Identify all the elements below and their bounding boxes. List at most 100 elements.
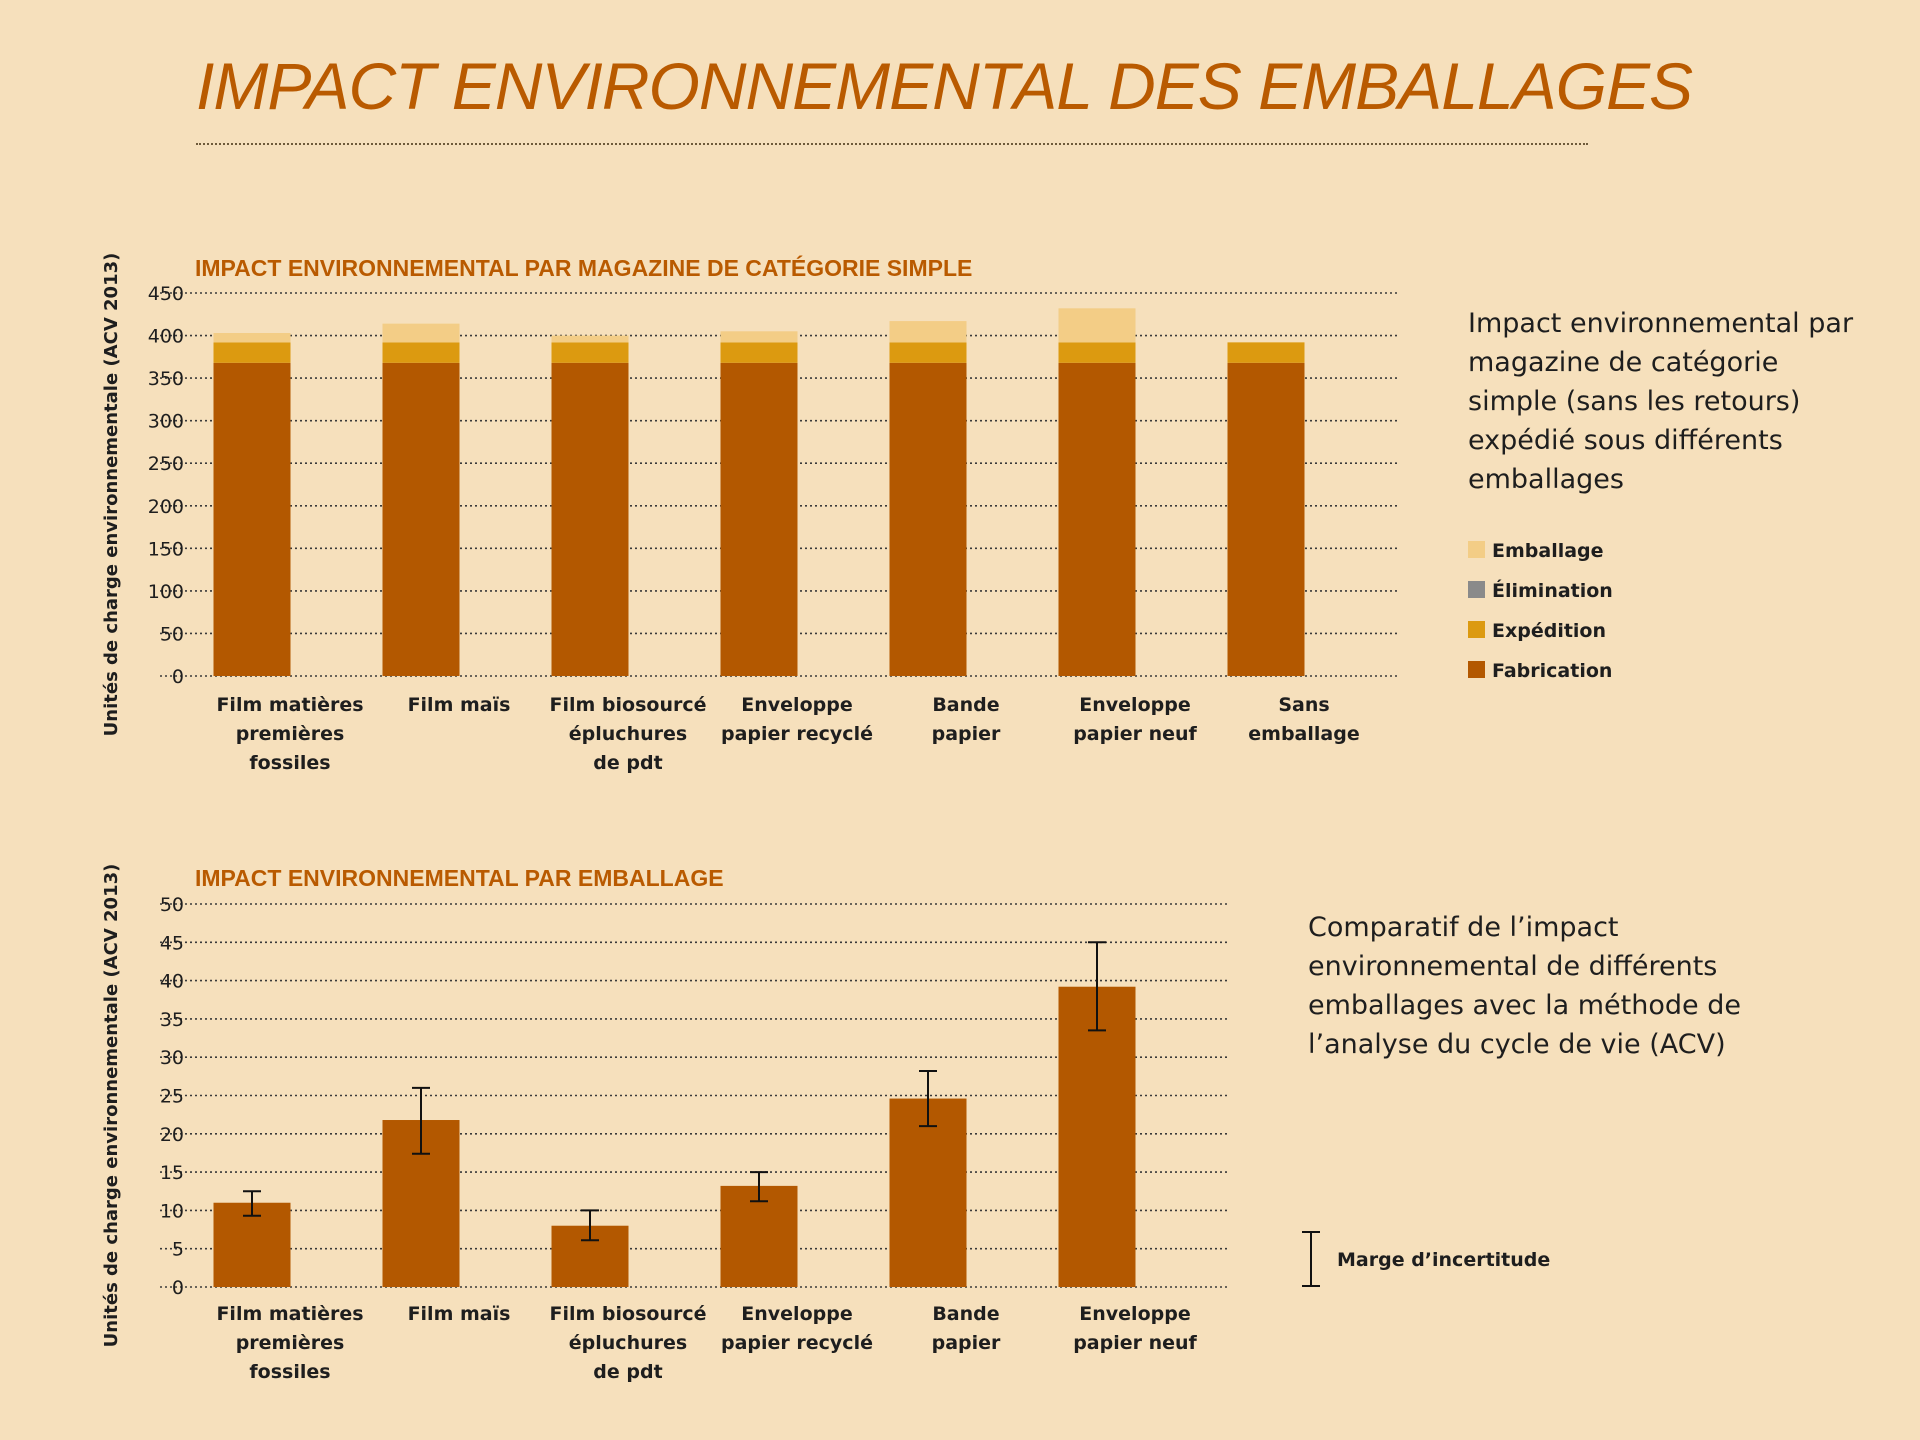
- category-label: Bande: [932, 694, 999, 716]
- category-label: papier recyclé: [721, 1332, 873, 1354]
- y-tick-label: 50: [160, 623, 184, 645]
- bar-segment-expédition: [382, 342, 460, 363]
- bar-segment-emballage: [551, 335, 629, 343]
- legend-label: Élimination: [1492, 579, 1613, 602]
- category-label: de pdt: [593, 752, 662, 774]
- title-divider: [196, 143, 1588, 145]
- category-label: Enveloppe: [741, 694, 852, 716]
- bar: [889, 1098, 967, 1287]
- bar: [1058, 986, 1136, 1287]
- category-label: Bande: [932, 1303, 999, 1325]
- y-tick-label: 25: [160, 1086, 184, 1108]
- category-label: papier neuf: [1073, 723, 1197, 745]
- y-tick-label: 250: [148, 453, 184, 475]
- y-axis-label: Unités de charge environnementale (ACV 2…: [101, 864, 122, 1348]
- error-bar: [581, 1209, 599, 1242]
- category-label: Film matières: [216, 1303, 363, 1325]
- bar-segment-fabrication: [1227, 362, 1305, 676]
- chart-title-part: SIMPLE: [887, 255, 973, 281]
- category-label: épluchures: [569, 1332, 687, 1354]
- y-tick-label: 150: [148, 538, 184, 560]
- legend-label: Expédition: [1492, 620, 1606, 642]
- bar-segment-emballage: [720, 331, 798, 343]
- bar-segment-fabrication: [889, 362, 967, 676]
- y-tick-label: 200: [148, 496, 184, 518]
- category-label: Film biosourcé: [550, 694, 707, 716]
- category-label: Film biosourcé: [550, 1303, 707, 1325]
- category-label: Film maïs: [408, 694, 511, 716]
- bar-segment-expédition: [1058, 342, 1136, 363]
- chart-impact-par-magazine: IMPACT ENVIRONNEMENTAL PAR MAGAZINE DE C…: [101, 253, 1613, 774]
- y-tick-label: 35: [160, 1009, 184, 1031]
- y-tick-label: 40: [160, 971, 184, 993]
- chart2-description: Comparatif de l’impact environnemental d…: [1308, 912, 1741, 1060]
- bar-segment-expédition: [889, 342, 967, 363]
- category-label: fossiles: [249, 752, 330, 774]
- y-tick-label: 350: [148, 368, 184, 390]
- bar-segment-expédition: [1227, 342, 1305, 363]
- y-tick-label: 45: [160, 932, 184, 954]
- category-label: premières: [236, 723, 345, 745]
- bar-segment-expédition: [720, 342, 798, 363]
- category-label: Sans: [1278, 694, 1329, 716]
- bar: [720, 1185, 798, 1287]
- category-label: Film matières: [216, 694, 363, 716]
- bar-segment-fabrication: [382, 362, 460, 676]
- y-tick-label: 30: [160, 1047, 184, 1069]
- category-label: de pdt: [593, 1361, 662, 1383]
- error-bar: [1088, 941, 1106, 1032]
- bar-segment-emballage: [213, 333, 291, 343]
- category-label: papier recyclé: [721, 723, 873, 745]
- bar-segment-expédition: [213, 342, 291, 363]
- y-axis-label: Unités de charge environnementale (ACV 2…: [101, 253, 122, 737]
- category-label: Enveloppe: [1079, 1303, 1190, 1325]
- y-tick-label: 100: [148, 581, 184, 603]
- bar-segment-emballage: [1058, 308, 1136, 343]
- legend-label: Emballage: [1492, 540, 1604, 562]
- y-tick-label: 0: [172, 1277, 184, 1299]
- bar-segment-fabrication: [720, 362, 798, 676]
- chart-title-part: IMPACT ENVIRONNEMENTAL PAR MAGAZINE DE C…: [195, 254, 887, 281]
- legend-label: Fabrication: [1492, 660, 1612, 682]
- y-tick-label: 20: [160, 1124, 184, 1146]
- category-label: emballage: [1248, 723, 1359, 745]
- category-label: papier neuf: [1073, 1332, 1197, 1354]
- legend-error-bar-symbol: [1302, 1231, 1320, 1287]
- error-bar: [919, 1069, 937, 1128]
- chart-title-part: PAR EMBALLAGE: [525, 865, 724, 891]
- bar-segment-fabrication: [551, 362, 629, 676]
- error-bar: [750, 1171, 768, 1203]
- y-tick-label: 15: [160, 1162, 184, 1184]
- y-tick-label: 5: [172, 1239, 184, 1261]
- bar: [213, 1202, 291, 1287]
- y-tick-label: 400: [148, 326, 184, 348]
- chart1-description: Impact environnemental par magazine de c…: [1468, 308, 1854, 495]
- chart-title-part: IMPACT ENVIRONNEMENTAL: [195, 865, 525, 891]
- page-title: IMPACT ENVIRONNEMENTAL DES EMBALLAGES: [196, 49, 1693, 123]
- error-bar: [243, 1190, 261, 1217]
- chart-title: IMPACT ENVIRONNEMENTAL PAR EMBALLAGE: [195, 865, 724, 891]
- legend-swatch: [1468, 541, 1485, 558]
- bar-segment-fabrication: [213, 362, 291, 676]
- y-tick-label: 450: [148, 283, 184, 305]
- legend-label: Marge d’incertitude: [1337, 1249, 1550, 1271]
- legend-swatch: [1468, 661, 1485, 678]
- category-label: premières: [236, 1332, 345, 1354]
- category-label: Film maïs: [408, 1303, 511, 1325]
- y-tick-label: 300: [148, 411, 184, 433]
- legend-swatch: [1468, 581, 1485, 598]
- bar-segment-emballage: [889, 321, 967, 343]
- category-label: fossiles: [249, 1361, 330, 1383]
- category-label: papier: [932, 723, 1001, 745]
- category-label: Enveloppe: [1079, 694, 1190, 716]
- category-label: Enveloppe: [741, 1303, 852, 1325]
- category-label: épluchures: [569, 723, 687, 745]
- bar-segment-emballage: [382, 323, 460, 343]
- chart-title: IMPACT ENVIRONNEMENTAL PAR MAGAZINE DE C…: [195, 254, 972, 281]
- legend-swatch: [1468, 621, 1485, 638]
- legend: Emballage Élimination Expédition Fabricatio…: [1468, 540, 1613, 682]
- y-tick-label: 0: [172, 666, 184, 688]
- bar-segment-fabrication: [1058, 362, 1136, 676]
- y-tick-label: 50: [160, 894, 184, 916]
